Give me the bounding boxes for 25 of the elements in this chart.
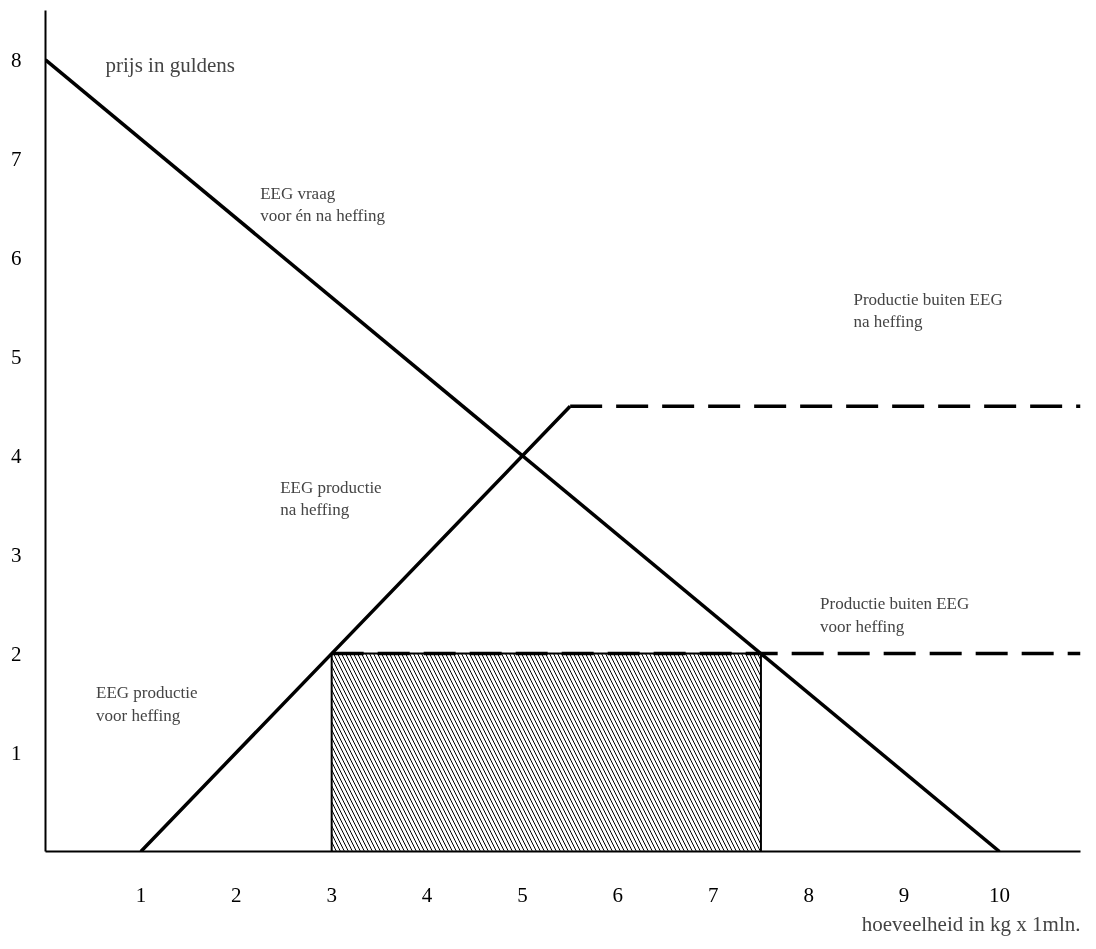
annotation: EEG productie na heffing — [280, 477, 382, 520]
y-tick-label: 4 — [11, 443, 22, 468]
x-tick-label: 3 — [326, 882, 337, 907]
x-tick-label: 1 — [135, 882, 147, 907]
x-tick-label: 8 — [803, 882, 814, 907]
x-tick-label: 2 — [231, 882, 242, 907]
annotation: Productie buiten EEG voor heffing — [820, 594, 970, 637]
x-tick-label: 10 — [988, 882, 1010, 907]
x-tick-label: 7 — [707, 882, 719, 907]
y-axis-title: prijs in guldens — [105, 52, 235, 77]
y-tick-label: 2 — [11, 641, 22, 666]
y-tick-label: 7 — [11, 146, 22, 171]
x-axis-title: hoeveelheid in kg x 1mln. — [861, 911, 1081, 936]
y-tick-label: 1 — [11, 740, 22, 765]
y-tick-label: 3 — [11, 542, 22, 567]
x-tick-label: 4 — [421, 882, 433, 907]
annotation: EEG productie voor heffing — [96, 683, 198, 726]
x-tick-label: 5 — [517, 882, 528, 907]
y-tick-label: 8 — [11, 47, 22, 72]
x-tick-label: 9 — [898, 882, 910, 907]
annotation: EEG vraag voor én na heffing — [260, 183, 386, 226]
x-tick-label: 6 — [612, 882, 624, 907]
y-tick-label: 5 — [11, 344, 22, 369]
annotation: Productie buiten EEG na heffing — [853, 289, 1003, 332]
y-tick-label: 6 — [11, 245, 22, 270]
